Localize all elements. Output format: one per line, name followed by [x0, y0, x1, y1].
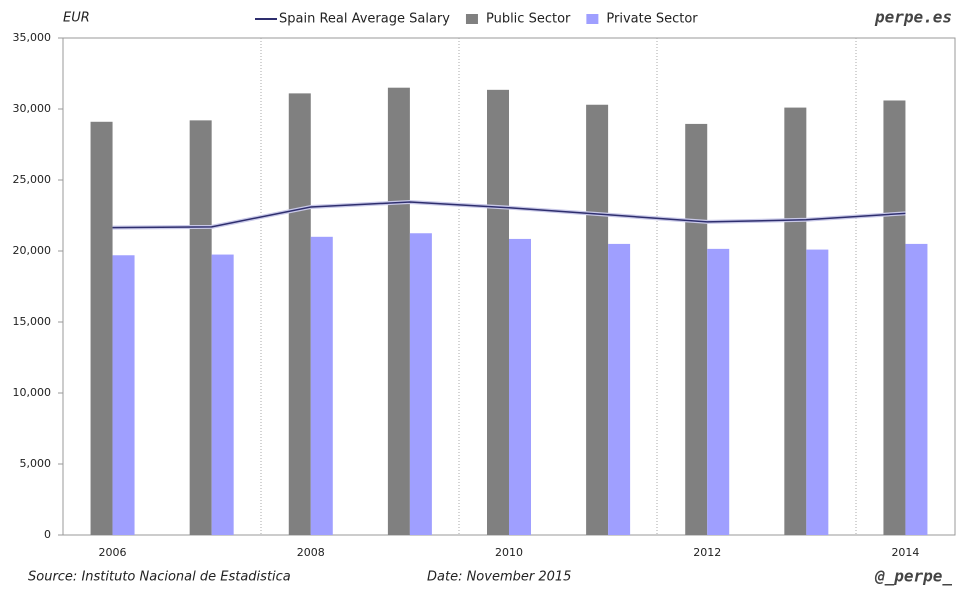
line — [112, 201, 906, 229]
y-tick-label: 15,000 — [13, 315, 52, 328]
source: Source: Instituto Nacional de Estadistic… — [28, 570, 291, 585]
x-tick-label: 2008 — [297, 546, 325, 559]
bar — [310, 236, 333, 536]
bar — [90, 121, 113, 535]
y-tick-label: 25,000 — [13, 173, 52, 186]
y-tick-label: 10,000 — [13, 386, 52, 399]
y-tick-label: 0 — [44, 528, 51, 541]
x-tick-label: 2006 — [99, 546, 127, 559]
y-tick-label: 20,000 — [13, 244, 52, 257]
y-axis-label: EUR — [63, 11, 90, 26]
bar — [112, 255, 135, 535]
bar — [409, 233, 432, 535]
y-tick-label: 30,000 — [13, 102, 52, 115]
bar — [806, 249, 829, 535]
bar — [509, 238, 531, 535]
bar — [387, 87, 410, 535]
brand: perpe.es — [874, 8, 952, 27]
date: Date: November 2015 — [427, 570, 571, 585]
bar — [211, 254, 234, 536]
bar — [685, 123, 708, 535]
bar — [784, 107, 807, 535]
legend-label: Public Sector — [486, 12, 571, 27]
y-tick-label: 35,000 — [13, 31, 52, 44]
bar — [288, 93, 311, 535]
bar — [883, 100, 906, 535]
bar — [189, 120, 212, 536]
legend-swatch — [586, 14, 599, 24]
v-grid — [260, 38, 857, 535]
handle: @_perpe_ — [874, 567, 952, 586]
bar — [487, 89, 509, 535]
bar — [608, 243, 631, 535]
bar — [905, 243, 928, 535]
bar — [707, 248, 730, 535]
legend-label: Spain Real Average Salary — [279, 12, 450, 27]
legend-label: Private Sector — [606, 12, 698, 27]
y-tick-label: 5,000 — [20, 457, 52, 470]
bar — [586, 104, 609, 536]
x-tick-label: 2010 — [495, 546, 523, 559]
x-tick-label: 2012 — [693, 546, 721, 559]
x-tick-label: 2014 — [891, 546, 919, 559]
legend-swatch — [465, 14, 478, 24]
